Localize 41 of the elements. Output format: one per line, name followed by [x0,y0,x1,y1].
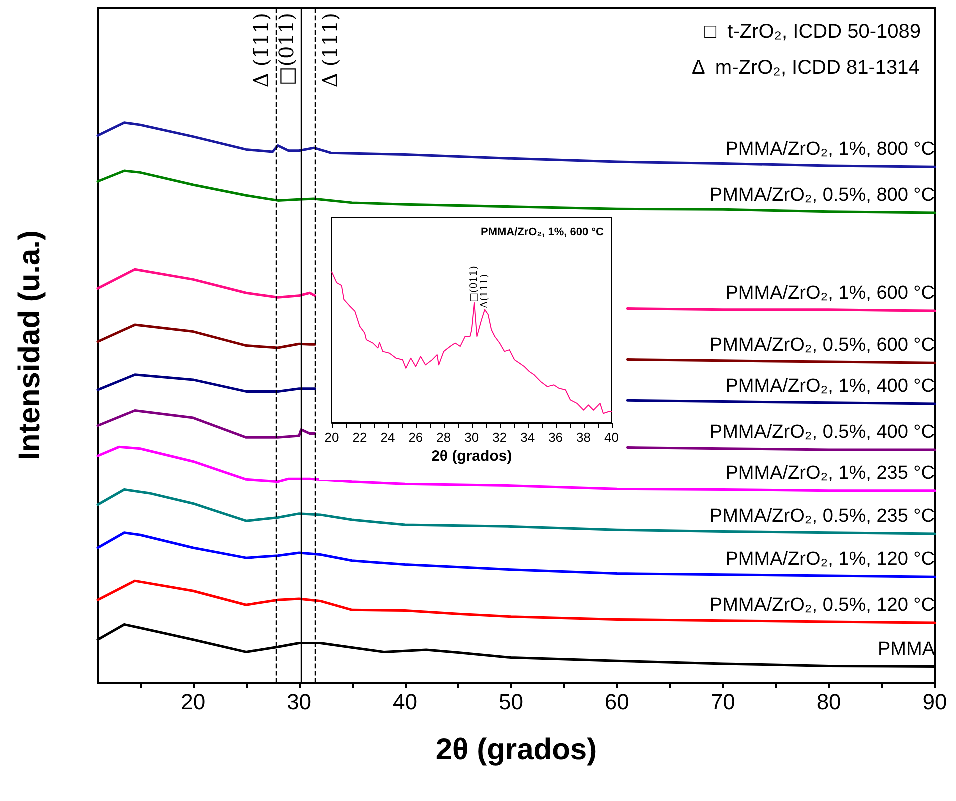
text: □ t-ZrO₂, ICDD 50-1089 [704,21,921,43]
series-label: PMMA/ZrO₂, 1%, 400 °C [726,376,935,398]
x-tick-label: 30 [287,690,312,714]
series-label: PMMA/ZrO₂, 0.5%, 600 °C [710,335,935,356]
series-label: PMMA/ZrO₂, 0.5%, 800 °C [710,185,935,206]
x-tick-label: 28 [436,430,452,445]
series-label: PMMA/ZrO₂, 1%, 600 °C [726,283,935,304]
x-tick-label: 34 [520,430,536,445]
x-tick-label: 22 [352,430,368,445]
x-tick-label: 50 [498,690,524,714]
x-tick-label: 30 [464,430,480,445]
series-label: PMMA/ZrO₂, 1%, 120 °C [726,549,935,570]
x-tick-label: 20 [324,430,340,445]
x-tick-label: 24 [380,430,396,445]
ref-line-label: Δ (111) [318,13,342,88]
x-tick-label: 38 [576,430,592,445]
x-tick-label: 70 [710,690,736,714]
series-label: PMMA/ZrO₂, 0.5%, 400 °C [710,422,935,443]
y-axis-title: Intensidad (u.a.) [14,230,46,461]
series-label: PMMA/ZrO₂, 0.5%, 235 °C [710,506,935,527]
x-tick-label: 90 [922,690,948,714]
series-label: PMMA/ZrO₂, 1%, 235 °C [726,462,935,484]
x-tick-label: 60 [604,690,630,714]
chart-title: PMMA/ZrO₂, 1%, 600 °C [481,226,604,238]
series-label: PMMA/ZrO₂, 0.5%, 120 °C [710,595,935,616]
ref-line-label: □(011) [274,13,298,86]
x-tick-label: 80 [816,690,842,714]
annotation: Δ(111) [480,274,491,308]
ref-line-label: Δ (1̄11) [248,13,273,88]
annotation: □(011) [469,266,480,302]
x-tick-label: 32 [492,430,508,445]
x-tick-label: 20 [181,690,206,714]
text: Δ m-ZrO₂, ICDD 81-1314 [692,57,920,79]
x-tick-label: 40 [393,690,418,714]
series-label: PMMA/ZrO₂, 1%, 800 °C [726,139,935,160]
series-label: PMMA [878,638,936,660]
x-axis-title: 2θ (grados) [432,448,512,465]
x-tick-label: 40 [604,430,620,445]
x-tick-label: 26 [408,430,424,445]
x-axis-title: 2θ (grados) [436,734,598,766]
x-tick-label: 36 [548,430,564,445]
